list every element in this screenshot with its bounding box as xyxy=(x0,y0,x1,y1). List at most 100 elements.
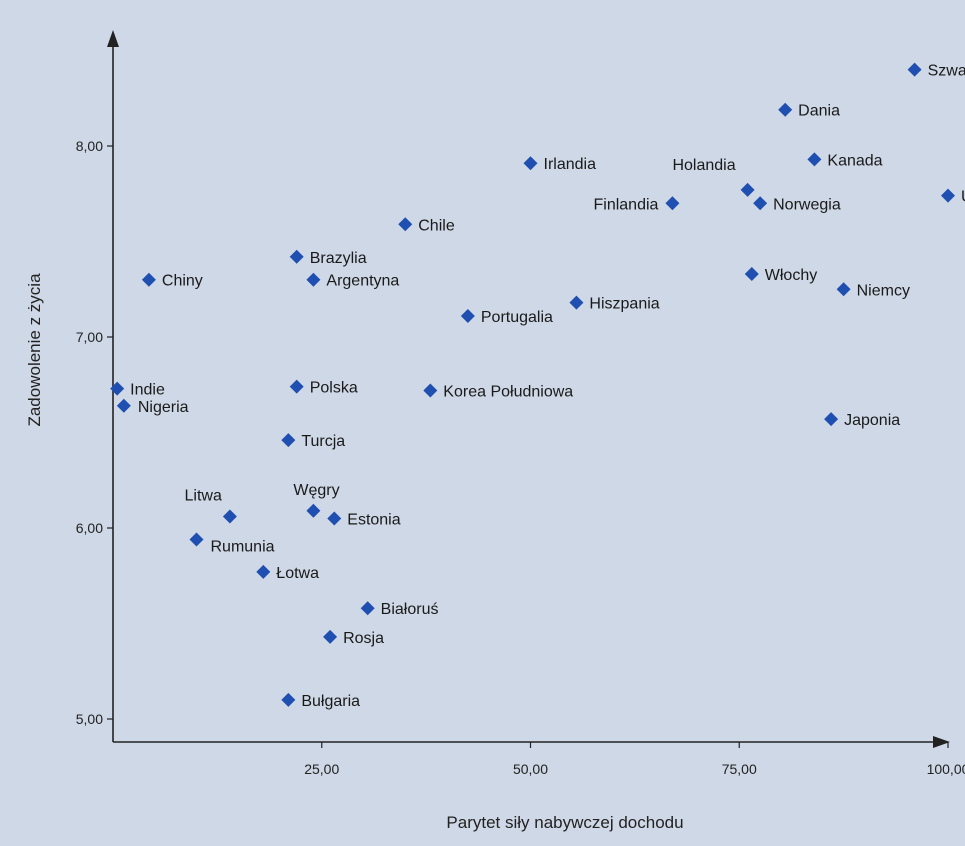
diamond-marker xyxy=(222,509,237,524)
point-label: Łotwa xyxy=(276,565,319,582)
data-point: Hiszpania xyxy=(569,295,660,313)
diamond-marker xyxy=(289,249,304,264)
point-label: Nigeria xyxy=(138,399,189,416)
data-point: Indie xyxy=(110,381,165,399)
y-tick-label: 6,00 xyxy=(76,520,103,536)
data-point: Holandia xyxy=(672,157,755,197)
point-label: Włochy xyxy=(765,267,817,284)
x-tick-label: 50,00 xyxy=(513,761,548,777)
diamond-marker xyxy=(740,182,755,197)
diamond-marker xyxy=(281,692,296,707)
data-point: Włochy xyxy=(744,266,817,284)
point-label: Argentyna xyxy=(326,273,399,290)
point-label: Finlandia xyxy=(594,196,659,213)
point-label: Szwajcaria xyxy=(928,63,965,80)
data-point: Łotwa xyxy=(256,564,319,582)
point-label: Węgry xyxy=(293,482,339,499)
diamond-marker xyxy=(327,511,342,526)
diamond-marker xyxy=(306,272,321,287)
data-point: Nigeria xyxy=(116,398,189,416)
data-point: Kanada xyxy=(807,152,883,169)
point-label: Japonia xyxy=(844,412,900,429)
y-axis-arrow xyxy=(107,30,119,47)
data-point: Chiny xyxy=(141,272,203,290)
data-point: Węgry xyxy=(293,482,340,518)
diamond-marker xyxy=(116,398,131,413)
x-axis-title: Parytet siły nabywczej dochodu xyxy=(446,813,683,832)
data-point: Brazylia xyxy=(289,249,367,267)
diamond-marker xyxy=(460,308,475,323)
point-label: USA xyxy=(961,189,965,206)
y-axis-title: Zadowolenie z życia xyxy=(25,273,44,427)
point-label: Polska xyxy=(310,380,358,397)
diamond-marker xyxy=(824,412,839,427)
data-point: Niemcy xyxy=(836,282,910,299)
point-label: Turcja xyxy=(301,433,345,450)
point-label: Portugalia xyxy=(481,309,553,326)
x-tick-label: 25,00 xyxy=(304,761,339,777)
diamond-marker xyxy=(569,295,584,310)
point-label: Chiny xyxy=(162,273,203,290)
data-point: Polska xyxy=(289,379,358,397)
diamond-marker xyxy=(423,383,438,398)
diamond-marker xyxy=(256,564,271,579)
diamond-marker xyxy=(807,152,822,167)
point-label: Bułgaria xyxy=(301,693,360,710)
data-point: Japonia xyxy=(824,412,900,429)
diamond-marker xyxy=(281,433,296,448)
diamond-marker xyxy=(744,266,759,281)
diamond-marker xyxy=(306,503,321,518)
point-label: Rosja xyxy=(343,630,384,647)
data-point: Litwa xyxy=(185,488,237,524)
diamond-marker xyxy=(189,532,204,547)
data-point: Finlandia xyxy=(594,196,680,213)
point-label: Litwa xyxy=(185,488,222,505)
diamond-marker xyxy=(141,272,156,287)
data-point: Irlandia xyxy=(523,156,597,173)
diamond-marker xyxy=(836,282,851,297)
diamond-marker xyxy=(941,188,955,203)
data-point: Estonia xyxy=(327,511,401,528)
diamond-marker xyxy=(398,217,413,232)
x-tick-label: 75,00 xyxy=(722,761,757,777)
data-point: USA xyxy=(941,188,965,206)
data-point: Portugalia xyxy=(460,308,553,326)
diamond-marker xyxy=(907,62,922,77)
diamond-marker xyxy=(289,379,304,394)
point-label: Norwegia xyxy=(773,196,841,213)
diamond-marker xyxy=(778,102,793,117)
x-axis-arrow xyxy=(933,736,950,748)
point-label: Rumunia xyxy=(211,538,275,555)
point-label: Indie xyxy=(130,382,165,399)
point-label: Białoruś xyxy=(381,601,439,618)
point-label: Niemcy xyxy=(857,282,910,299)
data-point: Argentyna xyxy=(306,272,399,290)
y-tick-label: 5,00 xyxy=(76,711,103,727)
x-tick-label: 100,00 xyxy=(927,761,965,777)
data-point: Rumunia xyxy=(189,532,275,555)
point-label: Irlandia xyxy=(544,156,597,173)
data-point: Norwegia xyxy=(753,196,841,213)
point-label: Estonia xyxy=(347,511,400,528)
data-points: Szwajcaria Dania Irlandia Kanada Holandia USA… xyxy=(110,62,965,710)
point-label: Holandia xyxy=(672,157,735,174)
data-point: Białoruś xyxy=(360,601,439,618)
point-label: Dania xyxy=(798,103,840,120)
diamond-marker xyxy=(360,601,375,616)
diamond-marker xyxy=(753,196,768,211)
diamond-marker xyxy=(110,381,125,396)
data-point: Korea Południowa xyxy=(423,383,573,400)
y-tick-label: 8,00 xyxy=(76,138,103,154)
point-label: Chile xyxy=(418,217,455,234)
point-label: Hiszpania xyxy=(589,296,659,313)
diamond-marker xyxy=(665,196,680,211)
point-label: Brazylia xyxy=(310,250,367,267)
point-label: Kanada xyxy=(827,152,882,169)
data-point: Dania xyxy=(778,102,840,120)
y-tick-label: 7,00 xyxy=(76,329,103,345)
axis-ticks: 25,00 50,00 75,00 100,00 5,00 6,00 7,00 8,00 xyxy=(76,138,965,777)
diamond-marker xyxy=(523,156,538,171)
